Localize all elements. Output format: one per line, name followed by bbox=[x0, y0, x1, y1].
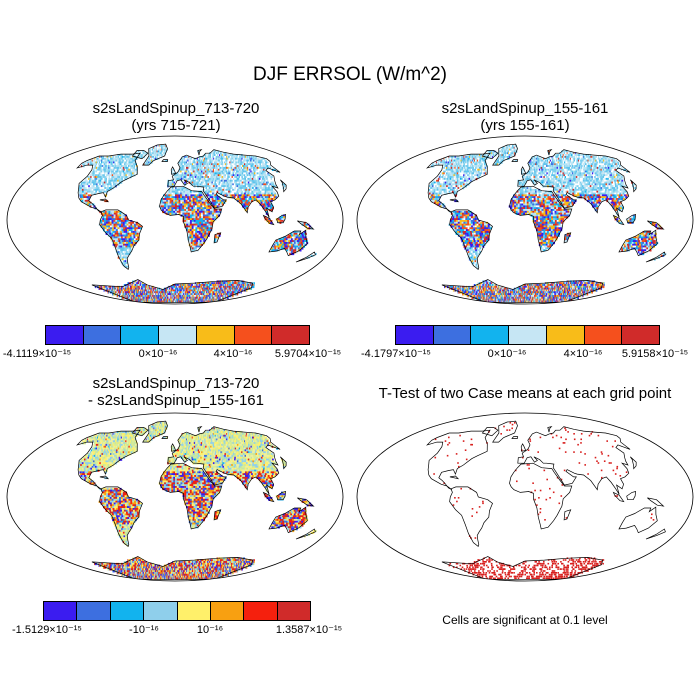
panel-1-colorbar-label-min: -4.1119×10⁻¹⁵ bbox=[2, 348, 72, 360]
colorbar-swatch-2 bbox=[471, 326, 510, 344]
colorbar-swatch-1 bbox=[433, 326, 472, 344]
map-boundary bbox=[356, 135, 694, 305]
panel-1-map bbox=[6, 135, 344, 305]
panel-2-map bbox=[356, 135, 694, 305]
colorbar-swatch-6 bbox=[622, 326, 660, 344]
colorbar-swatch-2 bbox=[121, 326, 160, 344]
map-cells bbox=[78, 422, 317, 580]
colorbar-swatch-1 bbox=[77, 602, 111, 620]
figure-title: DJF ERRSOL (W/m^2) bbox=[253, 64, 447, 85]
panel-3-colorbar-label-max: 1.3587×10⁻¹⁵ bbox=[275, 624, 343, 636]
panel-2-colorbar bbox=[395, 325, 660, 345]
colorbar-swatch-5 bbox=[584, 326, 623, 344]
panel-4-title-line1: T-Test of two Case means at each grid po… bbox=[378, 385, 672, 402]
coastlines bbox=[76, 143, 316, 303]
panel-2-colorbar-label-mid: 4×10⁻¹⁶ bbox=[563, 348, 603, 360]
panel-4-map bbox=[356, 412, 694, 582]
colorbar-swatch-0 bbox=[46, 326, 84, 344]
panel-3-colorbar-label-pos: 10⁻¹⁶ bbox=[196, 624, 224, 636]
panel-1-colorbar bbox=[45, 325, 310, 345]
map-cells bbox=[78, 145, 317, 303]
colorbar-swatch-3 bbox=[144, 602, 178, 620]
panel-2-colorbar-label-zero: 0×10⁻¹⁶ bbox=[487, 348, 527, 360]
coastlines bbox=[426, 143, 666, 303]
panel-2-title-line1: s2sLandSpinup_155-161 bbox=[441, 100, 609, 117]
panel-2-colorbar-label-min: -4.1797×10⁻¹⁵ bbox=[361, 348, 431, 360]
colorbar-swatch-7 bbox=[277, 602, 310, 620]
panel-1-colorbar-label-max: 5.9704×10⁻¹⁵ bbox=[274, 348, 342, 360]
panel-3-map bbox=[6, 412, 344, 582]
map-boundary bbox=[6, 412, 344, 582]
coastlines bbox=[76, 420, 316, 580]
panel-2-colorbar-label-max: 5.9158×10⁻¹⁵ bbox=[621, 348, 689, 360]
colorbar-swatch-3 bbox=[159, 326, 197, 344]
map-boundary bbox=[356, 412, 694, 582]
panel-3-colorbar-label-min: -1.5129×10⁻¹⁵ bbox=[12, 624, 82, 636]
map-cells bbox=[428, 145, 667, 303]
panel-1-colorbar-label-zero: 0×10⁻¹⁶ bbox=[138, 348, 178, 360]
coastlines bbox=[426, 420, 666, 580]
panel-3-colorbar-label-neg: -10⁻¹⁶ bbox=[129, 624, 159, 636]
colorbar-swatch-6 bbox=[272, 326, 310, 344]
colorbar-swatch-2 bbox=[110, 602, 145, 620]
panel-2-title: s2sLandSpinup_155-161 (yrs 155-161) bbox=[360, 100, 690, 134]
colorbar-swatch-5 bbox=[234, 326, 273, 344]
colorbar-swatch-5 bbox=[210, 602, 245, 620]
panel-1-colorbar-label-mid: 4×10⁻¹⁶ bbox=[213, 348, 253, 360]
significance-note: Cells are significant at 0.1 level bbox=[442, 613, 608, 627]
colorbar-swatch-3 bbox=[509, 326, 547, 344]
panel-3-colorbar bbox=[43, 601, 311, 621]
panel-2-title-line2: (yrs 155-161) bbox=[480, 117, 570, 134]
colorbar-swatch-4 bbox=[177, 602, 211, 620]
panel-3-title-line2: - s2sLandSpinup_155-161 bbox=[88, 392, 264, 409]
map-boundary bbox=[6, 135, 344, 305]
map-cells bbox=[433, 422, 655, 580]
colorbar-swatch-6 bbox=[244, 602, 278, 620]
colorbar-swatch-0 bbox=[44, 602, 78, 620]
colorbar-swatch-0 bbox=[396, 326, 434, 344]
panel-1-title-line1: s2sLandSpinup_713-720 bbox=[92, 100, 260, 117]
colorbar-swatch-4 bbox=[196, 326, 235, 344]
panel-1-title: s2sLandSpinup_713-720 (yrs 715-721) bbox=[11, 100, 341, 134]
panel-3-title-line1: s2sLandSpinup_713-720 bbox=[92, 375, 260, 392]
panel-4-title: T-Test of two Case means at each grid po… bbox=[350, 385, 700, 402]
colorbar-swatch-4 bbox=[546, 326, 585, 344]
colorbar-swatch-1 bbox=[83, 326, 122, 344]
panel-1-title-line2: (yrs 715-721) bbox=[131, 117, 221, 134]
panel-3-title: s2sLandSpinup_713-720 - s2sLandSpinup_15… bbox=[11, 375, 341, 409]
